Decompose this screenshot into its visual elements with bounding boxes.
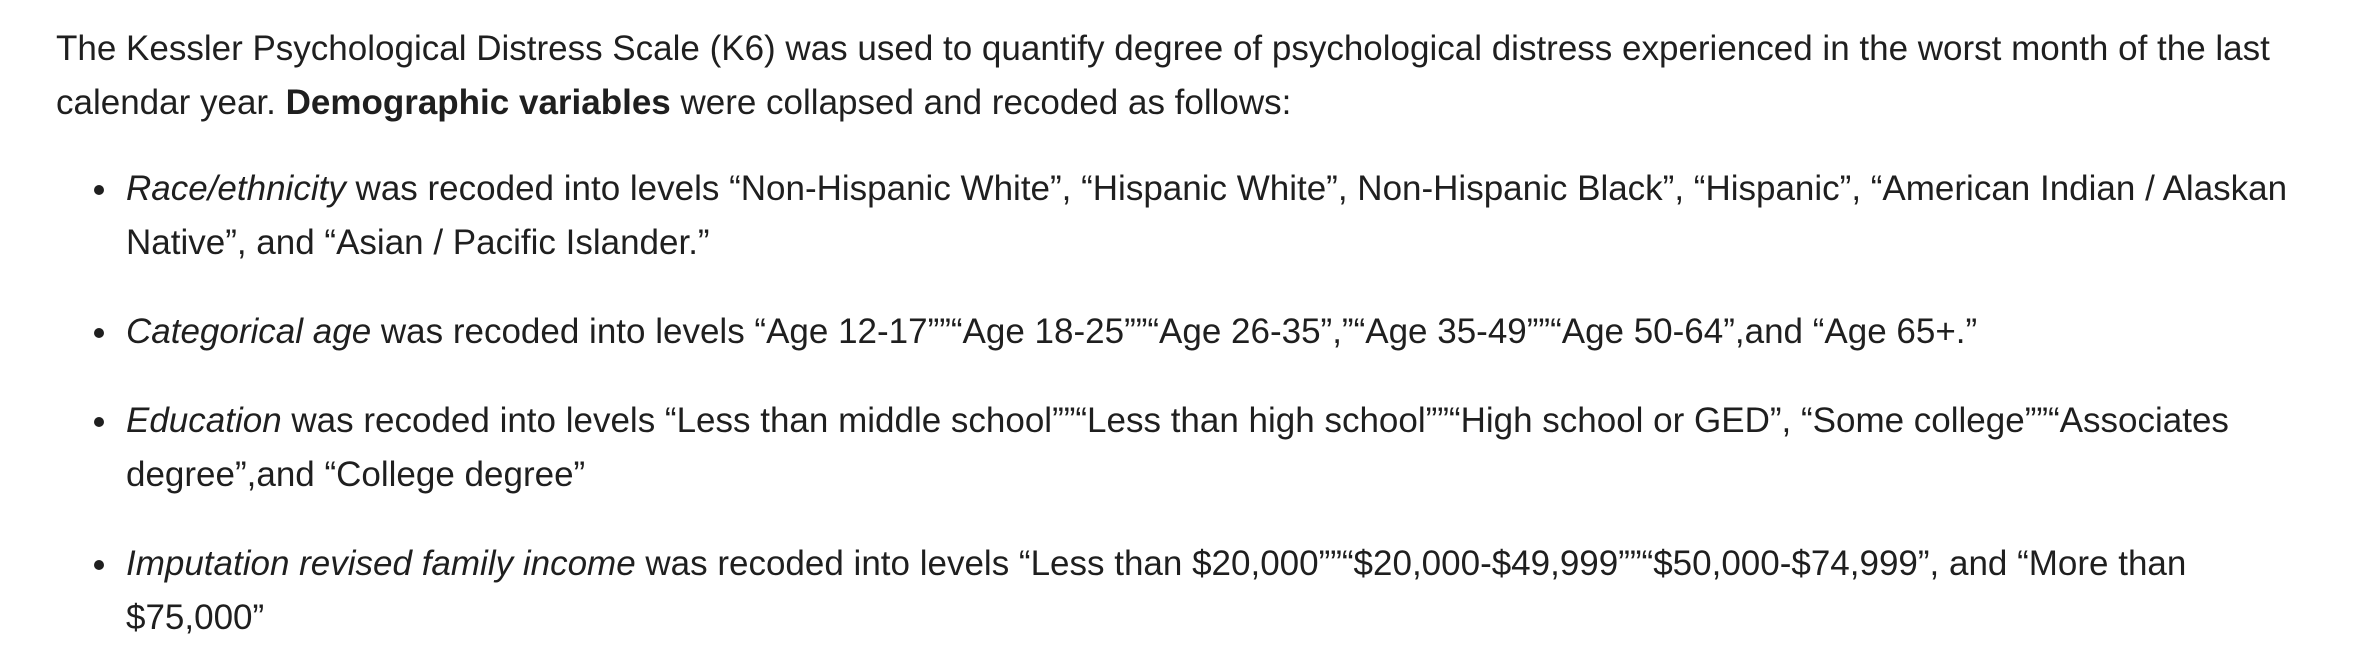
recode-list: Race/ethnicity was recoded into levels “… (56, 162, 2314, 645)
bullet-icon (94, 185, 104, 195)
list-item-term: Imputation revised family income (126, 544, 636, 583)
list-item-term: Education (126, 401, 282, 440)
list-item-categorical-age: Categorical age was recoded into levels … (94, 305, 2314, 359)
intro-text-1: The Kessler Psychological Distress Scale… (56, 29, 2270, 122)
list-item-family-income: Imputation revised family income was rec… (94, 537, 2314, 645)
list-item-education: Education was recoded into levels “Less … (94, 394, 2314, 502)
list-item-text: was recoded into levels “Less than middl… (126, 401, 2229, 494)
intro-paragraph: The Kessler Psychological Distress Scale… (56, 22, 2314, 130)
bullet-icon (94, 560, 104, 570)
list-item-race-ethnicity: Race/ethnicity was recoded into levels “… (94, 162, 2314, 270)
list-item-term: Categorical age (126, 312, 372, 351)
list-item-text: was recoded into levels “Age 12-17””“Age… (371, 312, 1978, 351)
bullet-icon (94, 328, 104, 338)
bullet-icon (94, 417, 104, 427)
list-item-term: Race/ethnicity (126, 169, 346, 208)
intro-bold-term: Demographic variables (285, 83, 671, 122)
list-item-text: was recoded into levels “Non-Hispanic Wh… (126, 169, 2288, 262)
intro-text-2: were collapsed and recoded as follows: (670, 83, 1292, 122)
list-item-text: was recoded into levels “Less than $20,0… (126, 544, 2187, 637)
